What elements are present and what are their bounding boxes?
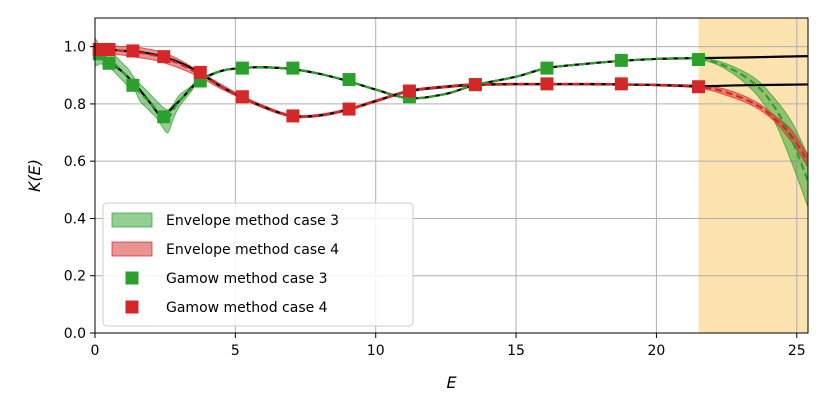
gamow-marker — [540, 77, 554, 91]
gamow-markers — [92, 43, 706, 124]
y-tick-label: 0.0 — [64, 326, 86, 342]
envelope-mean-line — [95, 48, 808, 162]
gamow-marker — [286, 61, 300, 75]
x-axis-label: E — [446, 373, 457, 392]
y-tick-label: 0.2 — [64, 269, 86, 285]
gamow-marker — [342, 73, 356, 87]
y-tick-label: 0.8 — [64, 97, 86, 113]
y-tick-label: 0.4 — [64, 211, 86, 227]
legend-label: Gamow method case 3 — [166, 271, 328, 287]
legend-label: Gamow method case 4 — [166, 300, 328, 316]
gamow-marker — [126, 78, 140, 92]
gamow-marker — [157, 110, 171, 124]
envelope-band — [95, 37, 808, 208]
y-tick-label: 1.0 — [64, 40, 86, 56]
gamow-marker — [614, 53, 628, 67]
gamow-marker — [157, 50, 171, 64]
gamow-marker — [342, 102, 356, 116]
tick-labels: 0 5 10 15 20 25 0.0 0.2 0.4 0.6 0.8 1.0 — [64, 40, 806, 359]
gamow-marker — [235, 90, 249, 104]
y-axis-label: K(E) — [25, 159, 44, 192]
legend-swatch-band — [111, 241, 153, 257]
gamow-marker — [692, 53, 706, 67]
gamow-marker — [102, 43, 116, 56]
gamow-marker — [540, 61, 554, 75]
gamow-marker — [126, 44, 140, 58]
x-tick-label: 25 — [788, 343, 806, 359]
axes-frame — [94, 17, 809, 334]
x-tick-label: 20 — [648, 343, 666, 359]
gamow-marker — [614, 77, 628, 91]
gamow-marker — [402, 84, 416, 98]
highlight-region — [698, 18, 808, 333]
legend-label: Envelope method case 4 — [166, 242, 339, 258]
x-tick-label: 15 — [507, 343, 525, 359]
x-tick-label: 10 — [367, 343, 385, 359]
gamow-marker — [102, 56, 116, 70]
legend-swatch-marker — [125, 300, 139, 314]
legend-swatch-marker — [125, 271, 139, 285]
gamow-marker — [92, 43, 106, 56]
gamow-marker — [468, 78, 482, 92]
legend-box — [102, 202, 414, 327]
x-tick-label: 5 — [231, 343, 240, 359]
legend-label: Envelope method case 3 — [166, 213, 339, 229]
gamow-marker — [286, 109, 300, 123]
gamow-marker — [692, 80, 706, 94]
legend-swatch-band — [111, 212, 153, 228]
legend: Envelope method case 3 Envelope method ca… — [102, 202, 414, 327]
gamow-marker — [193, 65, 207, 79]
axes-border — [94, 17, 809, 334]
y-tick-label: 0.6 — [64, 154, 86, 170]
gamow-marker — [235, 61, 249, 75]
x-tick-label: 0 — [91, 343, 100, 359]
